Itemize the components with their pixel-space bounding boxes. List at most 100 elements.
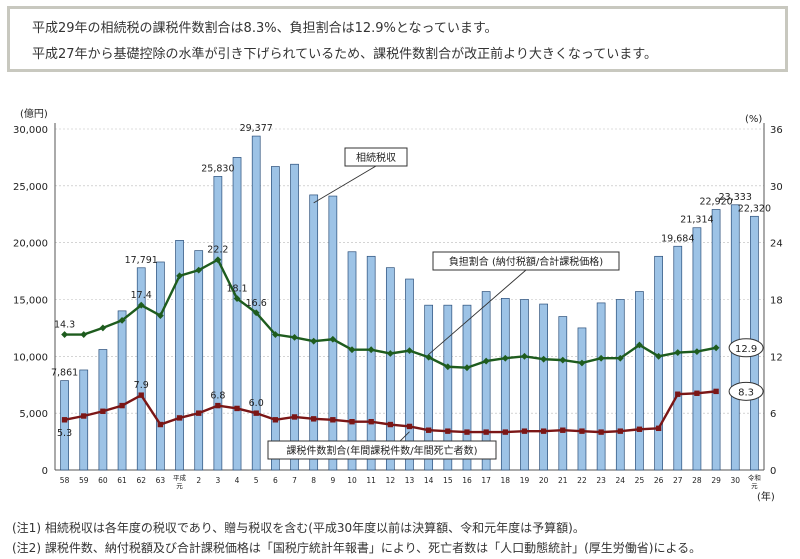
x-tick-label: 10 (347, 476, 357, 485)
x-axis-unit: (年) (757, 490, 775, 503)
x-tick-label: 6 (273, 476, 278, 485)
bar-callout-leader (313, 165, 377, 204)
x-tick-label: 62 (136, 476, 146, 485)
count-end-oval (728, 381, 764, 401)
x-tick-label: 58 (60, 476, 70, 485)
right-tick-label: 12 (770, 352, 783, 363)
summary-line-1: 平成29年の相続税の課税件数割合は8.3%、負担割合は12.9%となっています。 (32, 21, 498, 36)
taxable-ratio-point (694, 390, 700, 396)
x-tick-label: 2 (196, 476, 201, 485)
tax-revenue-bar (443, 304, 453, 471)
tax-revenue-bar (194, 250, 204, 471)
x-tick-label: 30 (730, 476, 740, 485)
burden-ratio-point (329, 335, 337, 343)
x-tick-label: 59 (79, 476, 89, 485)
burden-ratio-point (712, 344, 720, 352)
x-tick-label: 元 (176, 482, 183, 490)
burden-ratio-point (406, 347, 413, 355)
burden-ratio-point (310, 337, 318, 345)
right-tick-label: 6 (770, 409, 776, 420)
taxable-ratio-point (655, 425, 662, 432)
x-tick-label: 5 (254, 476, 259, 485)
burden-value-label: 14.3 (54, 320, 75, 331)
left-tick-label: 20,000 (13, 239, 48, 250)
right-tick-label: 24 (770, 239, 783, 250)
burden-ratio-point (80, 331, 88, 338)
x-tick-label: 23 (596, 476, 606, 485)
x-tick-label: 28 (692, 476, 702, 485)
burden-ratio-point (233, 295, 241, 302)
taxable-ratio-point (617, 428, 623, 434)
x-tick-label: 平成 (173, 473, 187, 482)
x-tick-label: 60 (98, 476, 108, 485)
burden-callout-leader (428, 269, 527, 355)
burden-ratio-point (636, 341, 643, 349)
burden-ratio-point (463, 364, 471, 372)
tax-revenue-bar (156, 261, 165, 471)
x-tick-label: 27 (673, 476, 683, 485)
burden-ratio-point (693, 348, 701, 355)
count-value-label: 6.0 (249, 398, 264, 409)
burden-ratio-point (348, 346, 356, 354)
right-axis-unit: (%) (745, 114, 762, 125)
x-tick-label: 13 (405, 476, 415, 485)
x-tick-label: 12 (386, 476, 396, 485)
taxable-ratio-point (196, 410, 202, 416)
burden-ratio-point (291, 333, 298, 341)
x-tick-label: 21 (558, 476, 568, 485)
note-1: (注1) 相続税収は各年度の税収であり、贈与税収を含む(平成30年度以前は決算額… (12, 521, 585, 535)
bar-value-label: 25,830 (201, 163, 234, 174)
tax-revenue-bar (136, 267, 146, 471)
taxable-ratio-point (157, 421, 164, 428)
summary-line-2: 平成27年から基礎控除の水準が引き下げられているため、課税件数割合が改正前より大… (32, 47, 657, 62)
x-tick-label: 61 (117, 476, 127, 485)
taxable-ratio-point (215, 402, 221, 409)
burden-ratio-point (252, 309, 260, 317)
burden-ratio-point (137, 301, 145, 309)
tax-revenue-bar (730, 204, 740, 471)
taxable-ratio-point (291, 414, 298, 420)
tax-revenue-bar (673, 245, 683, 471)
burden-end-label: 12.9 (735, 344, 757, 355)
tax-revenue-bar (558, 316, 568, 471)
x-tick-label: 9 (330, 476, 335, 485)
taxable-ratio-point (368, 418, 374, 425)
x-tick-label: 29 (711, 476, 721, 485)
x-tick-label: 63 (156, 476, 166, 485)
burden-ratio-point (367, 346, 375, 354)
tax-revenue-bar (213, 176, 223, 471)
left-tick-label: 15,000 (13, 296, 48, 307)
bar-value-label: 22,920 (699, 196, 732, 207)
burden-callout-box (432, 251, 620, 271)
taxable-ratio-point (713, 388, 719, 395)
tax-revenue-bar (309, 194, 319, 471)
count-callout-text: 課税件数割合(年間課税件数/年間死亡者数) (286, 444, 477, 457)
burden-ratio-point (99, 324, 107, 332)
taxable-ratio-point (425, 427, 432, 433)
burden-ratio-point (156, 312, 164, 320)
taxable-ratio-point (349, 418, 355, 425)
taxable-ratio-point (176, 415, 183, 421)
note-2: (注2) 課税件数、納付税額及び合計課税価格は「国税庁統計年報書」により、死亡者… (12, 541, 702, 555)
tax-revenue-bar (251, 135, 261, 471)
taxable-ratio-point (310, 416, 317, 422)
taxable-ratio-point (540, 428, 547, 434)
tax-revenue-bar (79, 369, 89, 471)
tax-revenue-bar (60, 380, 69, 471)
count-end-label: 8.3 (738, 387, 754, 398)
x-tick-label: 26 (654, 476, 664, 485)
x-tick-label: 8 (311, 476, 316, 485)
tax-revenue-bar (366, 255, 376, 471)
x-tick-label: 22 (577, 476, 587, 485)
right-tick-label: 0 (770, 466, 776, 477)
bar-value-label: 23,333 (719, 192, 752, 203)
tax-revenue-bar (615, 299, 625, 471)
burden-ratio-point (195, 266, 203, 274)
x-tick-label: 17 (481, 476, 491, 485)
x-tick-label: 4 (235, 476, 240, 485)
burden-ratio-point (597, 354, 605, 362)
taxable-ratio-point (81, 413, 87, 419)
burden-value-label: 22.2 (207, 245, 228, 256)
x-tick-label: 20 (539, 476, 549, 485)
tax-revenue-bar (328, 195, 338, 471)
